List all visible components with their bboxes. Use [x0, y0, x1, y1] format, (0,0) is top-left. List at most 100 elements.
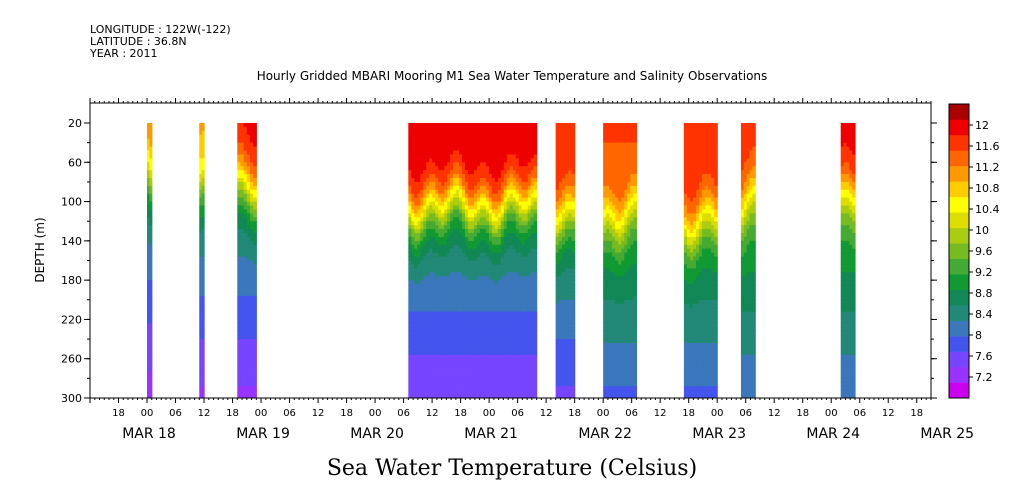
heat-cell: [618, 166, 622, 171]
heat-cell: [509, 217, 514, 222]
heat-cell: [530, 358, 535, 364]
heat-cell: [468, 386, 472, 391]
heat-cell: [420, 138, 424, 144]
heat-cell: [561, 264, 566, 269]
heat-cell: [533, 382, 538, 387]
heat-cell: [683, 150, 688, 155]
heat-cell: [527, 209, 532, 214]
heat-cell: [435, 221, 439, 226]
heat-cell: [468, 311, 472, 316]
heat-cell: [237, 240, 242, 246]
heat-cell: [468, 335, 472, 340]
heat-cell: [518, 233, 523, 238]
heat-cell: [491, 272, 496, 277]
heat-cell: [527, 166, 532, 171]
heat-cell: [603, 201, 607, 206]
heat-cell: [444, 213, 448, 218]
heat-cell: [441, 288, 445, 293]
heat-cell: [491, 244, 496, 250]
heat-cell: [453, 236, 457, 242]
heat-cell: [518, 189, 523, 195]
heat-cell: [561, 225, 566, 230]
heat-cell: [618, 295, 622, 301]
heat-cell: [500, 162, 505, 167]
heat-cell: [512, 213, 517, 218]
heat-cell: [503, 174, 508, 179]
heat-cell: [479, 256, 484, 261]
heat-cell: [606, 339, 610, 344]
heat-cell: [606, 288, 610, 293]
heat-cell: [555, 123, 560, 128]
heat-cell: [565, 233, 569, 238]
heat-cell: [491, 209, 496, 214]
heat-cell: [506, 295, 511, 301]
heat-cell: [147, 170, 150, 175]
heat-cell: [444, 197, 448, 203]
heat-cell: [243, 236, 248, 242]
heat-cell: [565, 311, 569, 316]
heat-cell: [411, 366, 415, 371]
heat-cell: [249, 323, 254, 328]
heat-cell: [491, 240, 496, 246]
heat-cell: [471, 236, 475, 242]
heat-cell: [411, 370, 415, 375]
heat-cell: [426, 252, 430, 258]
heat-cell: [686, 181, 691, 187]
heat-cell: [530, 240, 535, 246]
heat-cell: [521, 331, 526, 336]
heat-cell: [253, 307, 257, 313]
heat-cell: [417, 134, 421, 140]
heat-cell: [515, 252, 520, 258]
heat-cell: [558, 370, 563, 375]
heat-cell: [627, 205, 631, 210]
heat-cell: [518, 288, 523, 293]
heat-cell: [253, 138, 257, 144]
heat-cell: [444, 130, 448, 136]
heat-cell: [149, 319, 153, 324]
heat-cell: [468, 260, 472, 265]
heat-cell: [465, 346, 469, 352]
heat-cell: [633, 134, 638, 140]
heat-cell: [633, 166, 638, 171]
heat-cell: [423, 370, 427, 375]
heat-cell: [479, 315, 484, 320]
heat-cell: [476, 193, 481, 199]
heat-cell: [450, 299, 454, 305]
heat-cell: [237, 142, 242, 148]
heat-cell: [471, 323, 475, 328]
heat-cell: [558, 256, 563, 261]
heat-cell: [240, 244, 245, 250]
heat-cell: [606, 178, 610, 183]
heat-cell: [615, 213, 619, 218]
heat-cell: [201, 280, 205, 285]
heat-cell: [515, 319, 520, 324]
heat-cell: [555, 229, 560, 234]
heat-cell: [411, 276, 415, 281]
heat-cell: [494, 213, 499, 218]
heat-cell: [621, 350, 625, 356]
heat-cell: [462, 205, 466, 210]
heat-cell: [453, 378, 457, 383]
heat-cell: [512, 382, 517, 387]
heat-cell: [609, 193, 613, 199]
heat-cell: [426, 138, 430, 144]
heat-cell: [249, 315, 254, 320]
heat-cell: [555, 280, 560, 285]
heat-cell: [521, 126, 526, 132]
heat-cell: [246, 229, 251, 234]
heat-cell: [555, 126, 560, 132]
heat-cell: [518, 130, 523, 136]
heat-cell: [609, 295, 613, 301]
heat-cell: [237, 126, 242, 132]
heat-cell: [408, 284, 412, 289]
heat-cell: [423, 284, 427, 289]
heat-cell: [618, 205, 622, 210]
heat-cell: [606, 315, 610, 320]
heat-cell: [450, 394, 454, 399]
heat-cell: [633, 221, 638, 226]
heat-cell: [491, 201, 496, 206]
heat-cell: [441, 142, 445, 148]
heat-cell: [423, 382, 427, 387]
heat-cell: [479, 205, 484, 210]
heat-cell: [476, 134, 481, 140]
